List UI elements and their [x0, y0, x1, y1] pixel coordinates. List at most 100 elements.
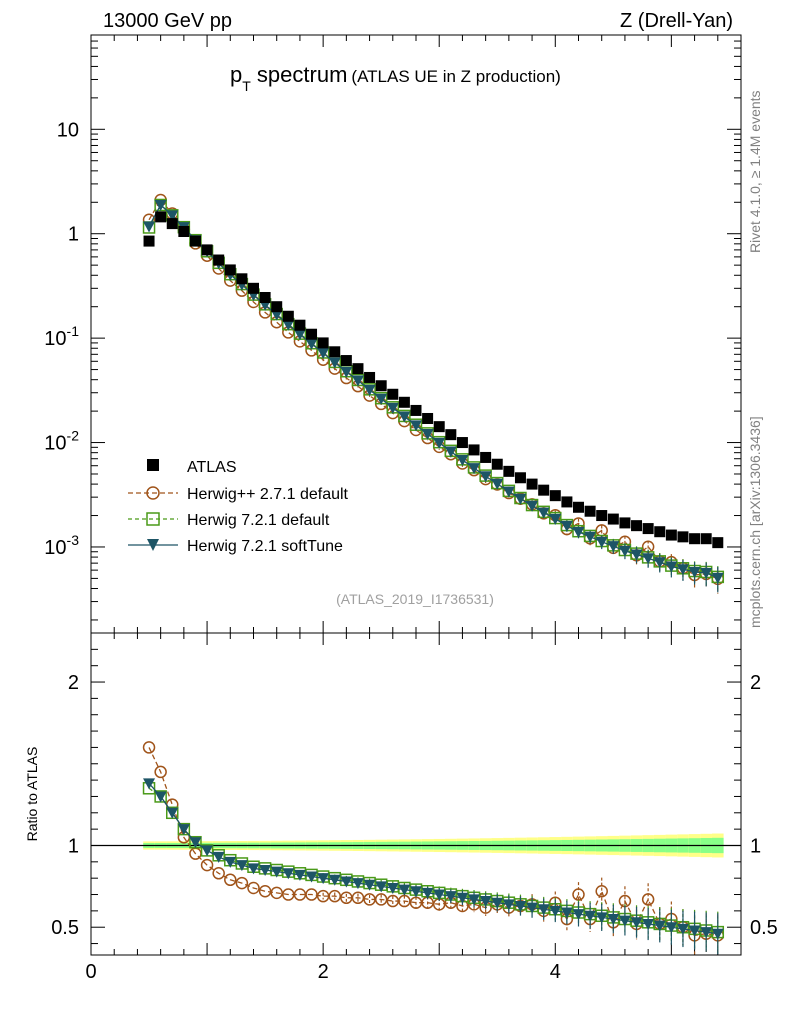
atlas-data-point: [526, 478, 538, 490]
herwigpp-271-ratio-point: [224, 873, 237, 887]
herwigpp-271-ratio-point: [328, 889, 341, 903]
atlas-data-point: [398, 396, 410, 408]
herwig-721-softtune-ratio-point: [665, 922, 678, 934]
ratio-tick-label-left: 1: [68, 835, 79, 857]
herwig-721-softtune-main-point: [630, 549, 643, 561]
herwigpp-271-ratio-point: [247, 881, 260, 895]
herwig-721-softtune-ratio-point: [235, 860, 248, 872]
ratio-tick-label-left: 2: [68, 672, 79, 694]
herwig-721-softtune-ratio-point: [143, 778, 156, 790]
herwig-721-softtune-main-point: [328, 357, 341, 369]
y-tick-label: 10-3: [44, 532, 79, 559]
atlas-data-point: [491, 458, 503, 470]
atlas-data-point: [433, 421, 445, 433]
atlas-data-point: [201, 244, 213, 256]
herwig-721-softtune-main-point: [282, 319, 295, 331]
herwig-721-softtune-main-point: [410, 420, 422, 432]
herwig-721-softtune-ratio-point: [305, 871, 318, 883]
atlas-data-point: [677, 531, 689, 543]
ratio-tick-label-right: 0.5: [750, 917, 778, 939]
atlas-data-point: [549, 490, 561, 502]
herwig-721-softtune-ratio-point: [560, 907, 573, 919]
atlas-data-point: [468, 444, 480, 456]
herwig-721-softtune-ratio-point: [468, 894, 481, 906]
axes-ticks: 0 2 4 10 1 10-1 10-2 10-3 2 2 1 1 0.5 0.5: [44, 34, 778, 983]
herwig-721-softtune-ratio-point: [212, 851, 225, 863]
legend: ATLAS Herwig++ 2.7.1 default Herwig 7.2.…: [128, 459, 349, 555]
herwig-721-softtune-ratio-point: [653, 920, 666, 932]
herwigpp-271-ratio-point: [154, 765, 167, 779]
legend-soft-marker: [147, 539, 159, 551]
atlas-data-point: [213, 254, 225, 266]
atlas-data-point: [689, 533, 701, 545]
herwig-721-softtune-ratio-point: [700, 927, 713, 939]
legend-hpp-marker: [146, 486, 160, 500]
herwigpp-271-ratio-point: [641, 893, 655, 906]
herwig-721-softtune-main-point: [398, 411, 411, 423]
ratio-ylabel: Ratio to ATLAS: [24, 747, 40, 842]
herwigpp-271-ratio-line: [148, 747, 718, 937]
herwig-721-softtune-main-point: [386, 402, 399, 414]
atlas-data-point: [282, 310, 294, 322]
atlas-data-point: [189, 235, 201, 247]
herwig-721-softtune-ratio-point: [421, 887, 434, 899]
herwig-721-softtune-main-point: [154, 199, 167, 211]
atlas-data-point: [224, 264, 236, 276]
herwig-721-softtune-ratio-point: [177, 824, 190, 836]
herwig-721-softtune-main-point: [293, 329, 306, 341]
herwig-721-softtune-main-point: [433, 437, 446, 449]
y-tick-label: 10-1: [44, 323, 79, 350]
herwig-721-softtune-ratio-point: [491, 897, 504, 909]
atlas-data-point: [631, 520, 643, 532]
analysis-label: (ATLAS_2019_I1736531): [336, 591, 494, 607]
herwig-721-softtune-main-point: [700, 567, 713, 579]
herwig-721-softtune-ratio-point: [189, 837, 202, 849]
legend-hpp-label: Herwig++ 2.7.1 default: [187, 486, 349, 503]
herwig-721-softtune-ratio-point: [328, 874, 341, 886]
herwig-721-softtune-ratio-point: [259, 865, 272, 877]
reference-uncertainty-band: [91, 833, 741, 858]
x-tick-label: 0: [85, 961, 96, 983]
herwigpp-271-ratio-point: [595, 885, 608, 898]
herwigpp-271-ratio-point: [572, 888, 585, 901]
herwig-721-softtune-ratio-point: [607, 914, 620, 926]
herwig-721-softtune-main-point: [560, 520, 573, 532]
herwig-721-softtune-ratio-point: [502, 899, 515, 911]
herwig-721-softtune-ratio-point: [584, 910, 597, 922]
herwig-721-softtune-main-point: [584, 531, 597, 543]
herwig-721-softtune-main-point: [479, 471, 492, 483]
herwig-721-softtune-ratio-point: [630, 917, 643, 929]
herwig-721-softtune-main-point: [375, 393, 388, 405]
herwig-721-softtune-ratio-point: [618, 915, 631, 927]
herwig-721-softtune-ratio-point: [340, 876, 353, 888]
atlas-data-point: [561, 496, 573, 508]
herwig-721-softtune-main-point: [270, 309, 283, 321]
atlas-data-point: [503, 465, 515, 477]
herwig-721-softtune-main-point: [665, 561, 678, 573]
herwig-721-softtune-ratio-point: [282, 868, 295, 880]
herwig-721-softtune-ratio-point: [526, 902, 539, 914]
atlas-data-point: [155, 211, 167, 223]
herwig-721-softtune-ratio-point: [375, 881, 388, 893]
atlas-data-point: [306, 328, 318, 340]
herwig-721-softtune-main-point: [317, 348, 330, 360]
herwig-721-softtune-ratio-point: [293, 869, 306, 881]
herwig-721-softtune-ratio-point: [549, 905, 562, 917]
atlas-data-point: [596, 510, 608, 522]
atlas-data-point: [248, 282, 259, 294]
herwig-721-softtune-main-point: [363, 384, 376, 396]
atlas-data-point: [456, 437, 468, 449]
herwigpp-271-ratio-point: [142, 741, 156, 754]
herwig-721-softtune-ratio-point: [363, 879, 376, 891]
atlas-data-point: [329, 346, 341, 358]
legend-soft-label: Herwig 7.2.1 softTune: [187, 538, 343, 555]
herwig-721-softtune-ratio-point: [642, 918, 655, 930]
herwig-721-softtune-ratio-point: [201, 845, 214, 857]
herwigpp-271-ratio-point: [374, 893, 388, 906]
herwig-721-softtune-ratio-point: [410, 886, 422, 898]
x-tick-label: 2: [318, 961, 329, 983]
herwig-721-softtune-main-point: [351, 375, 364, 387]
herwig-721-softtune-main-point: [444, 446, 457, 458]
herwig-721-softtune-ratio-point: [514, 900, 527, 912]
herwig-721-softtune-main-point: [468, 463, 481, 475]
